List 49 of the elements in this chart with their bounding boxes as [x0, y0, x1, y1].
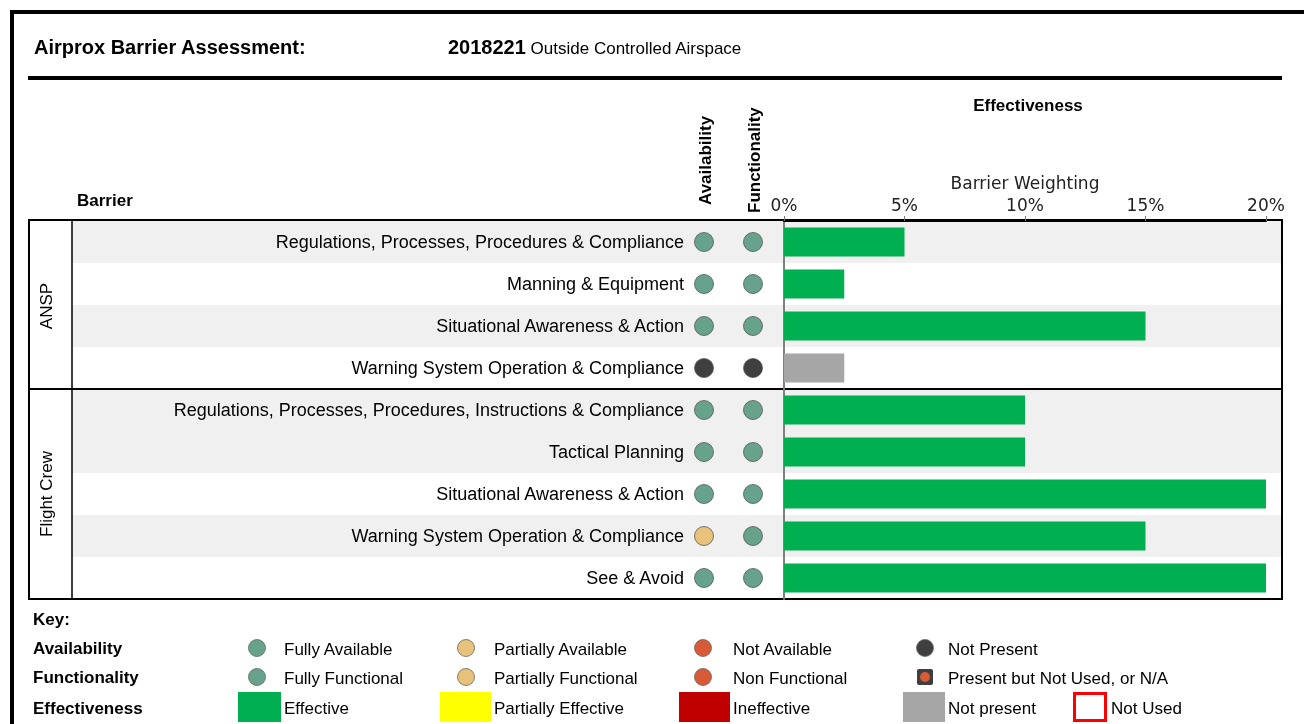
text: Not present — [948, 699, 1037, 718]
bar — [784, 563, 1266, 593]
bar — [784, 521, 1146, 551]
text: Airprox Barrier Assessment: — [34, 36, 306, 58]
text: Fully Functional — [284, 669, 404, 688]
bar — [784, 353, 845, 383]
text: Functionality — [745, 106, 764, 213]
text: Non Functional — [733, 669, 848, 688]
bar — [784, 395, 1025, 425]
text: Flight Crew — [37, 450, 56, 537]
text: Not Used — [1111, 699, 1182, 718]
y-tick-label: Tactical Planning — [548, 442, 684, 462]
y-tick-label: Warning System Operation & Compliance — [351, 358, 684, 378]
y-tick-label: Situational Awareness & Action — [436, 484, 684, 504]
text: Barrier — [77, 191, 134, 210]
text: Effective — [284, 699, 349, 718]
bar — [784, 479, 1266, 509]
x-tick-label: 5% — [891, 194, 918, 215]
text: Not Available — [733, 640, 832, 659]
text: Present but Not Used, or N/A — [948, 669, 1169, 688]
text: Effectiveness — [973, 96, 1083, 115]
bar — [784, 269, 845, 299]
x-tick-label: 15% — [1126, 194, 1165, 215]
bar — [784, 311, 1146, 341]
text: Effectiveness — [33, 699, 143, 718]
text: Partially Available — [494, 640, 627, 659]
text: Partially Functional — [494, 669, 638, 688]
text: Not Present — [948, 640, 1039, 659]
y-tick-label: Warning System Operation & Compliance — [351, 526, 684, 546]
text: Partially Effective — [494, 699, 625, 718]
x-tick-label: 20% — [1247, 194, 1285, 215]
y-tick-label: Situational Awareness & Action — [436, 316, 684, 336]
text: 2018221 Outside Controlled Airspace — [448, 36, 742, 58]
bar — [784, 437, 1025, 467]
x-tick-label: 0% — [770, 194, 798, 215]
text: Ineffective — [733, 699, 811, 718]
y-tick-label: Regulations, Processes, Procedures, Instructions & Compliance — [173, 400, 684, 420]
text: ANSP — [37, 282, 56, 330]
text: Availability — [696, 115, 715, 205]
x-axis-title: Barrier Weighting — [950, 172, 1100, 193]
text: Key: — [33, 610, 70, 629]
y-tick-label: Manning & Equipment — [506, 274, 684, 294]
y-tick-label: See & Avoid — [586, 568, 684, 588]
y-tick-label: Regulations, Processes, Procedures & Compliance — [275, 232, 684, 252]
text: Functionality — [33, 668, 140, 687]
bar — [784, 227, 905, 257]
text: Availability — [33, 639, 123, 658]
x-tick-label: 10% — [1006, 194, 1044, 215]
text: Fully Available — [284, 640, 393, 659]
